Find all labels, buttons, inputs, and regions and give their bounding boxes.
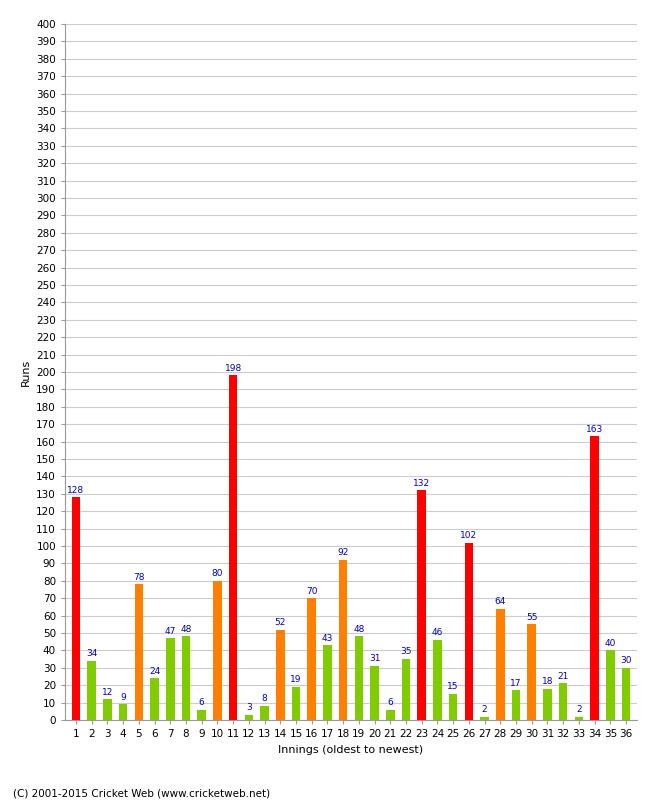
Bar bbox=[103, 699, 112, 720]
Bar bbox=[307, 598, 316, 720]
Text: 2: 2 bbox=[482, 705, 488, 714]
Bar bbox=[87, 661, 96, 720]
Bar bbox=[480, 717, 489, 720]
Bar bbox=[354, 637, 363, 720]
Bar bbox=[292, 687, 300, 720]
Text: 30: 30 bbox=[620, 656, 632, 665]
Bar bbox=[386, 710, 395, 720]
Bar bbox=[198, 710, 206, 720]
Bar bbox=[150, 678, 159, 720]
Text: 47: 47 bbox=[164, 626, 176, 636]
Text: 48: 48 bbox=[180, 625, 192, 634]
Bar bbox=[496, 609, 504, 720]
Bar bbox=[527, 624, 536, 720]
Text: 2: 2 bbox=[576, 705, 582, 714]
Bar bbox=[119, 704, 127, 720]
Text: 43: 43 bbox=[322, 634, 333, 642]
Bar bbox=[590, 436, 599, 720]
Bar bbox=[339, 560, 348, 720]
Bar bbox=[135, 584, 143, 720]
Bar bbox=[276, 630, 285, 720]
Text: 9: 9 bbox=[120, 693, 126, 702]
Text: 21: 21 bbox=[558, 672, 569, 681]
Bar bbox=[417, 490, 426, 720]
Text: 132: 132 bbox=[413, 478, 430, 488]
Bar bbox=[621, 668, 630, 720]
Text: 102: 102 bbox=[460, 531, 477, 540]
Text: 55: 55 bbox=[526, 613, 538, 622]
Bar bbox=[370, 666, 379, 720]
Bar bbox=[402, 659, 410, 720]
Bar bbox=[166, 638, 175, 720]
Text: (C) 2001-2015 Cricket Web (www.cricketweb.net): (C) 2001-2015 Cricket Web (www.cricketwe… bbox=[13, 788, 270, 798]
Bar bbox=[606, 650, 615, 720]
Text: 35: 35 bbox=[400, 647, 411, 657]
Text: 80: 80 bbox=[212, 569, 223, 578]
Text: 31: 31 bbox=[369, 654, 380, 663]
Text: 18: 18 bbox=[541, 677, 553, 686]
Text: 3: 3 bbox=[246, 703, 252, 712]
Text: 24: 24 bbox=[149, 666, 160, 676]
Text: 198: 198 bbox=[224, 364, 242, 373]
Text: 8: 8 bbox=[262, 694, 267, 703]
Bar bbox=[229, 375, 237, 720]
Bar bbox=[575, 717, 583, 720]
Bar bbox=[213, 581, 222, 720]
Bar bbox=[512, 690, 520, 720]
Bar bbox=[559, 683, 567, 720]
Text: 64: 64 bbox=[495, 597, 506, 606]
Text: 34: 34 bbox=[86, 650, 97, 658]
Text: 48: 48 bbox=[353, 625, 365, 634]
Text: 128: 128 bbox=[68, 486, 84, 494]
X-axis label: Innings (oldest to newest): Innings (oldest to newest) bbox=[278, 745, 424, 754]
Text: 78: 78 bbox=[133, 573, 144, 582]
Text: 17: 17 bbox=[510, 679, 522, 688]
Text: 163: 163 bbox=[586, 425, 603, 434]
Text: 19: 19 bbox=[291, 675, 302, 684]
Text: 92: 92 bbox=[337, 548, 349, 558]
Bar bbox=[182, 637, 190, 720]
Text: 40: 40 bbox=[604, 638, 616, 648]
Bar bbox=[72, 498, 81, 720]
Text: 12: 12 bbox=[102, 687, 113, 697]
Bar bbox=[323, 645, 332, 720]
Bar bbox=[433, 640, 442, 720]
Text: 46: 46 bbox=[432, 628, 443, 638]
Bar bbox=[465, 542, 473, 720]
Text: 70: 70 bbox=[306, 586, 317, 595]
Bar bbox=[244, 714, 254, 720]
Text: 6: 6 bbox=[387, 698, 393, 707]
Text: 6: 6 bbox=[199, 698, 205, 707]
Bar bbox=[543, 689, 552, 720]
Y-axis label: Runs: Runs bbox=[21, 358, 31, 386]
Text: 15: 15 bbox=[447, 682, 459, 691]
Bar bbox=[260, 706, 269, 720]
Text: 52: 52 bbox=[274, 618, 286, 627]
Bar bbox=[448, 694, 458, 720]
